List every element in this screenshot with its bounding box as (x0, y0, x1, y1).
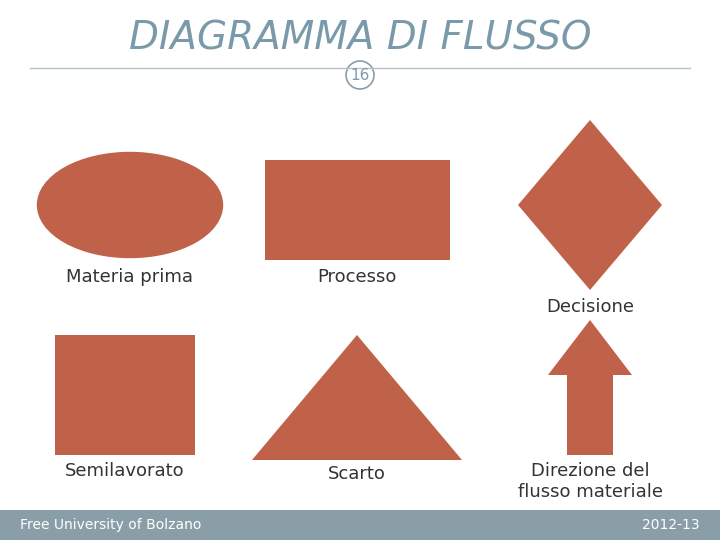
Text: 16: 16 (351, 68, 369, 83)
FancyBboxPatch shape (265, 160, 450, 260)
Text: Decisione: Decisione (546, 298, 634, 316)
FancyBboxPatch shape (0, 510, 720, 540)
Text: DIAGRAMMA DI FLUSSO: DIAGRAMMA DI FLUSSO (129, 19, 591, 57)
Text: Semilavorato: Semilavorato (66, 462, 185, 480)
Text: 2012-13: 2012-13 (642, 518, 700, 532)
Ellipse shape (37, 152, 222, 258)
Text: Materia prima: Materia prima (66, 268, 194, 286)
Polygon shape (252, 335, 462, 460)
Text: Direzione del
flusso materiale: Direzione del flusso materiale (518, 462, 662, 501)
Polygon shape (548, 320, 632, 455)
Polygon shape (518, 120, 662, 290)
Text: Processo: Processo (318, 268, 397, 286)
FancyBboxPatch shape (55, 335, 195, 455)
Text: Free University of Bolzano: Free University of Bolzano (20, 518, 202, 532)
Text: Scarto: Scarto (328, 465, 386, 483)
